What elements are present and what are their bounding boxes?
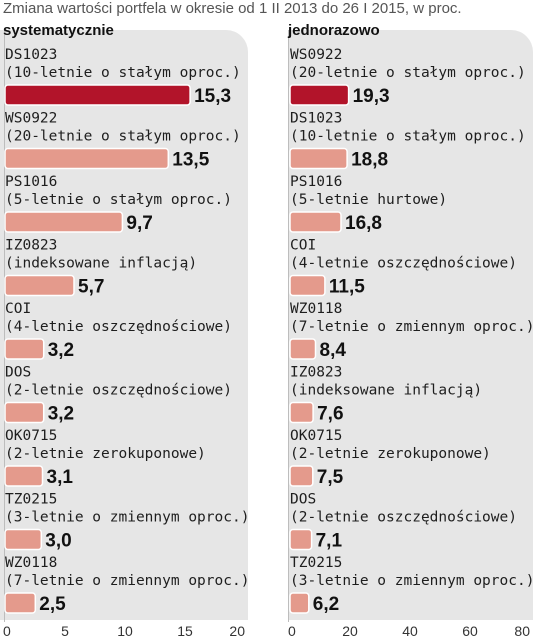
right-bar <box>289 84 350 106</box>
right-bar-description-label: (7-letnie o zmiennym oproc.) <box>290 319 534 335</box>
left-bar-description-label: (20-letnie o stałym oproc.) <box>5 129 241 145</box>
right-bar-value-label: 6,2 <box>313 594 339 615</box>
right-bar-value-label: 7,1 <box>316 531 343 552</box>
right-bar-code-label: WZ0118 <box>290 301 342 317</box>
right-bar <box>289 274 326 297</box>
right-bar-description-label: (2-letnie zerokuponowe) <box>290 446 491 462</box>
left-bar-code-label: COI <box>5 301 31 317</box>
right-bar-description-label: (10-letnie o stałym oproc.) <box>290 129 526 145</box>
left-axis-line <box>4 30 5 622</box>
right-bar-code-label: OK0715 <box>290 428 342 444</box>
left-bar-value-label: 15,3 <box>194 86 231 107</box>
left-bar-value-label: 3,2 <box>48 404 74 425</box>
right-bar <box>289 528 313 551</box>
left-bar-value-label: 3,1 <box>47 467 74 488</box>
left-x-tick-label: 15 <box>177 623 193 639</box>
right-bar-description-label: (2-letnie oszczędnościowe) <box>290 510 517 526</box>
right-x-tick-label: 60 <box>462 623 478 639</box>
left-bar <box>4 338 45 360</box>
left-bar-code-label: WS0922 <box>5 111 57 127</box>
left-bar-description-label: (indeksowane inflacją) <box>5 256 197 272</box>
right-bar-description-label: (3-letnie o zmiennym oproc.) <box>290 573 534 589</box>
left-bar-description-label: (4-letnie oszczędnościowe) <box>5 319 232 335</box>
left-bar <box>4 592 37 614</box>
chart-title: Zmiana wartości portfela w okresie od 1 … <box>3 0 462 17</box>
right-bar-code-label: DOS <box>290 492 316 508</box>
left-bar <box>4 401 45 424</box>
right-bar-value-label: 11,5 <box>329 277 365 298</box>
left-bar <box>4 274 75 297</box>
right-x-tick-label: 20 <box>342 623 358 639</box>
right-bar-code-label: WS0922 <box>290 47 342 63</box>
right-bar-code-label: TZ0215 <box>290 555 342 571</box>
right-bar-code-label: IZ0823 <box>290 365 342 381</box>
right-bar <box>289 465 314 487</box>
right-bar-value-label: 18,8 <box>351 150 388 171</box>
left-x-tick-label: 0 <box>3 623 11 639</box>
right-bar <box>289 401 314 424</box>
left-bar-value-label: 3,0 <box>45 531 71 552</box>
left-bar-description-label: (2-letnie oszczędnościowe) <box>5 383 232 399</box>
right-axis-line <box>288 30 289 622</box>
left-bar-code-label: IZ0823 <box>5 238 57 254</box>
left-bar-description-label: (7-letnie o zmiennym oproc.) <box>5 573 249 589</box>
right-bar-value-label: 19,3 <box>353 86 390 107</box>
left-bar-description-label: (5-letnie o stałym oproc.) <box>5 192 232 208</box>
right-bar <box>289 147 348 170</box>
right-bar-description-label: (20-letnie o stałym oproc.) <box>290 65 526 81</box>
left-bar-description-label: (10-letnie o stałym oproc.) <box>5 65 241 81</box>
left-bar-value-label: 5,7 <box>78 277 104 298</box>
right-panel-background <box>288 30 533 620</box>
right-bar-description-label: (4-letnie oszczędnościowe) <box>290 256 517 272</box>
left-bar-value-label: 3,2 <box>48 340 74 361</box>
left-bar-value-label: 9,7 <box>126 213 152 234</box>
left-bar <box>4 147 170 170</box>
right-bar-code-label: DS1023 <box>290 111 342 127</box>
left-bar <box>4 528 43 551</box>
left-bar <box>4 84 191 106</box>
right-x-tick-label: 80 <box>514 623 530 639</box>
left-bar-code-label: PS1016 <box>5 174 57 190</box>
right-bar <box>289 211 342 233</box>
left-bar-code-label: DS1023 <box>5 47 57 63</box>
left-bar <box>4 211 124 233</box>
right-panel-subtitle: jednorazowo <box>288 22 380 39</box>
right-x-tick-label: 40 <box>402 623 418 639</box>
right-bar-value-label: 7,6 <box>317 404 343 425</box>
left-bar-description-label: (3-letnie o zmiennym oproc.) <box>5 510 249 526</box>
right-bar-value-label: 8,4 <box>320 340 347 361</box>
right-bar <box>289 592 310 614</box>
left-panel-subtitle: systematycznie <box>3 22 114 39</box>
right-bar-description-label: (indeksowane inflacją) <box>290 383 482 399</box>
left-bar-code-label: WZ0118 <box>5 555 57 571</box>
left-x-tick-label: 10 <box>117 623 133 639</box>
right-bar <box>289 338 317 360</box>
right-bar-description-label: (5-letnie hurtowe) <box>290 192 447 208</box>
left-bar-code-label: TZ0215 <box>5 492 57 508</box>
right-x-tick-label: 0 <box>288 623 296 639</box>
right-bar-value-label: 16,8 <box>345 213 382 234</box>
left-bar-description-label: (2-letnie zerokuponowe) <box>5 446 206 462</box>
right-bar-code-label: COI <box>290 238 316 254</box>
left-x-tick-label: 5 <box>61 623 69 639</box>
left-bar-code-label: DOS <box>5 365 31 381</box>
left-bar-value-label: 2,5 <box>39 594 66 615</box>
left-panel-background <box>0 30 248 620</box>
left-x-tick-label: 20 <box>229 623 245 639</box>
left-bar-code-label: OK0715 <box>5 428 57 444</box>
right-bar-value-label: 7,5 <box>317 467 344 488</box>
right-bar-code-label: PS1016 <box>290 174 342 190</box>
left-bar <box>4 465 44 487</box>
left-bar-value-label: 13,5 <box>172 150 209 171</box>
